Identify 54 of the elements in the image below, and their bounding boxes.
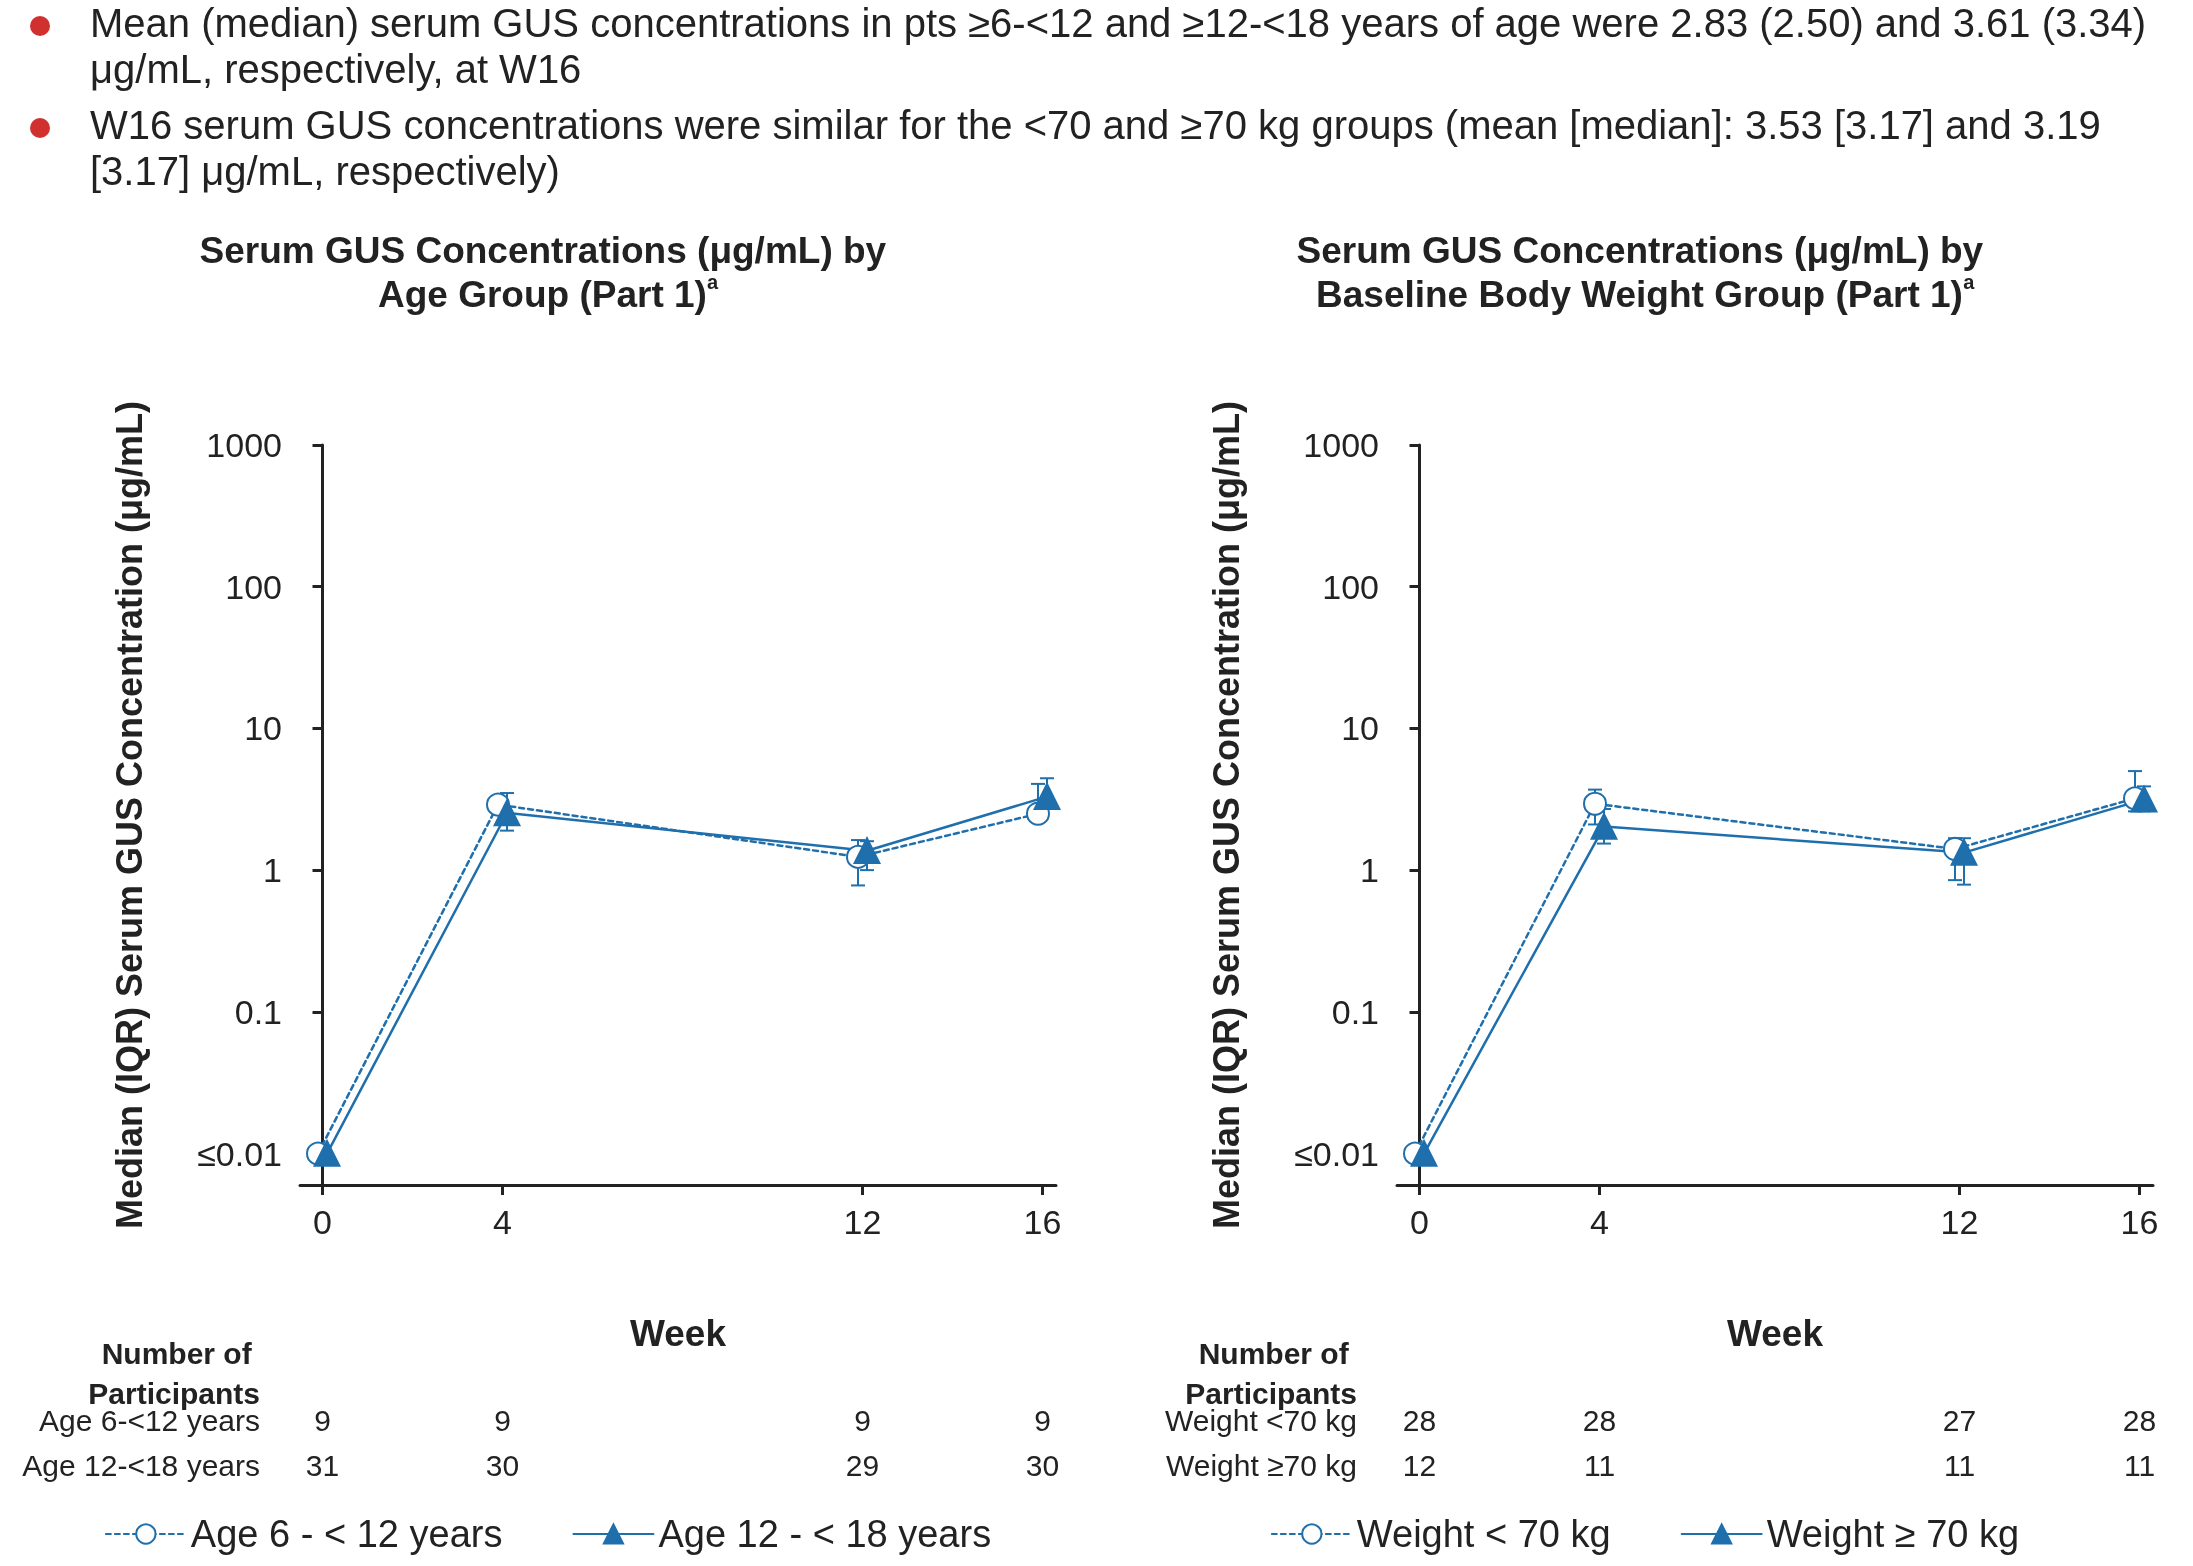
x-tick-label: 12 bbox=[1940, 1203, 1979, 1241]
text: 9 bbox=[854, 1403, 871, 1437]
y-axis-title: Median (IQR) Serum GUS Concentration (μg/mL) bbox=[108, 400, 150, 1230]
text: 9 bbox=[1034, 1403, 1051, 1437]
legend-label: Weight ≥ 70 kg bbox=[1766, 1513, 2020, 1555]
text: 27 bbox=[1942, 1403, 1977, 1437]
x-tick-label: 16 bbox=[2120, 1203, 2159, 1241]
x-tick-label: 12 bbox=[843, 1203, 882, 1241]
y-tick-label: 1 bbox=[1360, 851, 1379, 890]
y-tick-label: 10 bbox=[244, 709, 282, 748]
text: 9 bbox=[494, 1403, 511, 1437]
legend-label: Age 6 - < 12 years bbox=[190, 1513, 503, 1555]
text: 11 bbox=[1583, 1448, 1616, 1482]
text: 31 bbox=[305, 1448, 340, 1482]
text: 11 bbox=[1943, 1448, 1976, 1482]
legend-label: Weight < 70 kg bbox=[1356, 1513, 1611, 1555]
text: Weight ≥70 kg bbox=[1165, 1448, 1357, 1482]
x-axis-title: Week bbox=[630, 1313, 727, 1354]
point bbox=[1410, 1140, 1438, 1167]
text: 28 bbox=[1402, 1403, 1437, 1437]
text: 28 bbox=[2122, 1403, 2157, 1437]
y-tick-label: 100 bbox=[225, 567, 282, 606]
point bbox=[493, 799, 521, 827]
text: 11 bbox=[2123, 1448, 2156, 1482]
text: 9 bbox=[314, 1403, 331, 1437]
y-tick-label: ≤0.01 bbox=[197, 1134, 282, 1173]
point bbox=[313, 1140, 341, 1167]
point bbox=[1583, 791, 1607, 816]
y-tick-label: 10 bbox=[1341, 709, 1379, 748]
text: Mean (median) serum GUS concentrations in pts ≥6-<12 and ≥12-<18 years of age were 2.83 (2.50) and 3.61 (3.34) μg/mL, respectively, at W16 bbox=[90, 1, 2147, 91]
point bbox=[1590, 813, 1618, 840]
y-tick-label: 100 bbox=[1322, 567, 1379, 606]
text: 30 bbox=[1025, 1448, 1060, 1482]
legend-label: Age 12 - < 18 years bbox=[658, 1513, 992, 1555]
y-tick-label: 0.1 bbox=[1331, 992, 1379, 1031]
y-tick-label: 1000 bbox=[1303, 426, 1379, 464]
y-tick-label: 1000 bbox=[206, 426, 282, 464]
x-tick-label: 4 bbox=[493, 1203, 512, 1241]
text: Age 12-<18 years bbox=[22, 1448, 260, 1482]
y-axis-title: Median (IQR) Serum GUS Concentration (μg/mL) bbox=[1205, 400, 1247, 1230]
text: 29 bbox=[845, 1448, 880, 1482]
text: W16 serum GUS concentrations were similar for the <70 and ≥70 kg groups (mean [median]: 3.53 [3.17] and 3.19 [3.17] μg/mL, respectively) bbox=[90, 103, 2101, 193]
x-tick-label: 0 bbox=[313, 1203, 332, 1241]
text: 12 bbox=[1402, 1448, 1437, 1482]
y-tick-label: ≤0.01 bbox=[1294, 1134, 1379, 1173]
point bbox=[1033, 783, 1061, 810]
text: 28 bbox=[1582, 1403, 1617, 1437]
x-axis-title: Week bbox=[1727, 1313, 1824, 1354]
y-tick-label: 0.1 bbox=[234, 992, 282, 1031]
x-tick-label: 4 bbox=[1590, 1203, 1609, 1241]
y-tick-label: 1 bbox=[263, 851, 282, 890]
x-tick-label: 0 bbox=[1410, 1203, 1429, 1241]
x-tick-label: 16 bbox=[1023, 1203, 1062, 1241]
text: 30 bbox=[485, 1448, 520, 1482]
